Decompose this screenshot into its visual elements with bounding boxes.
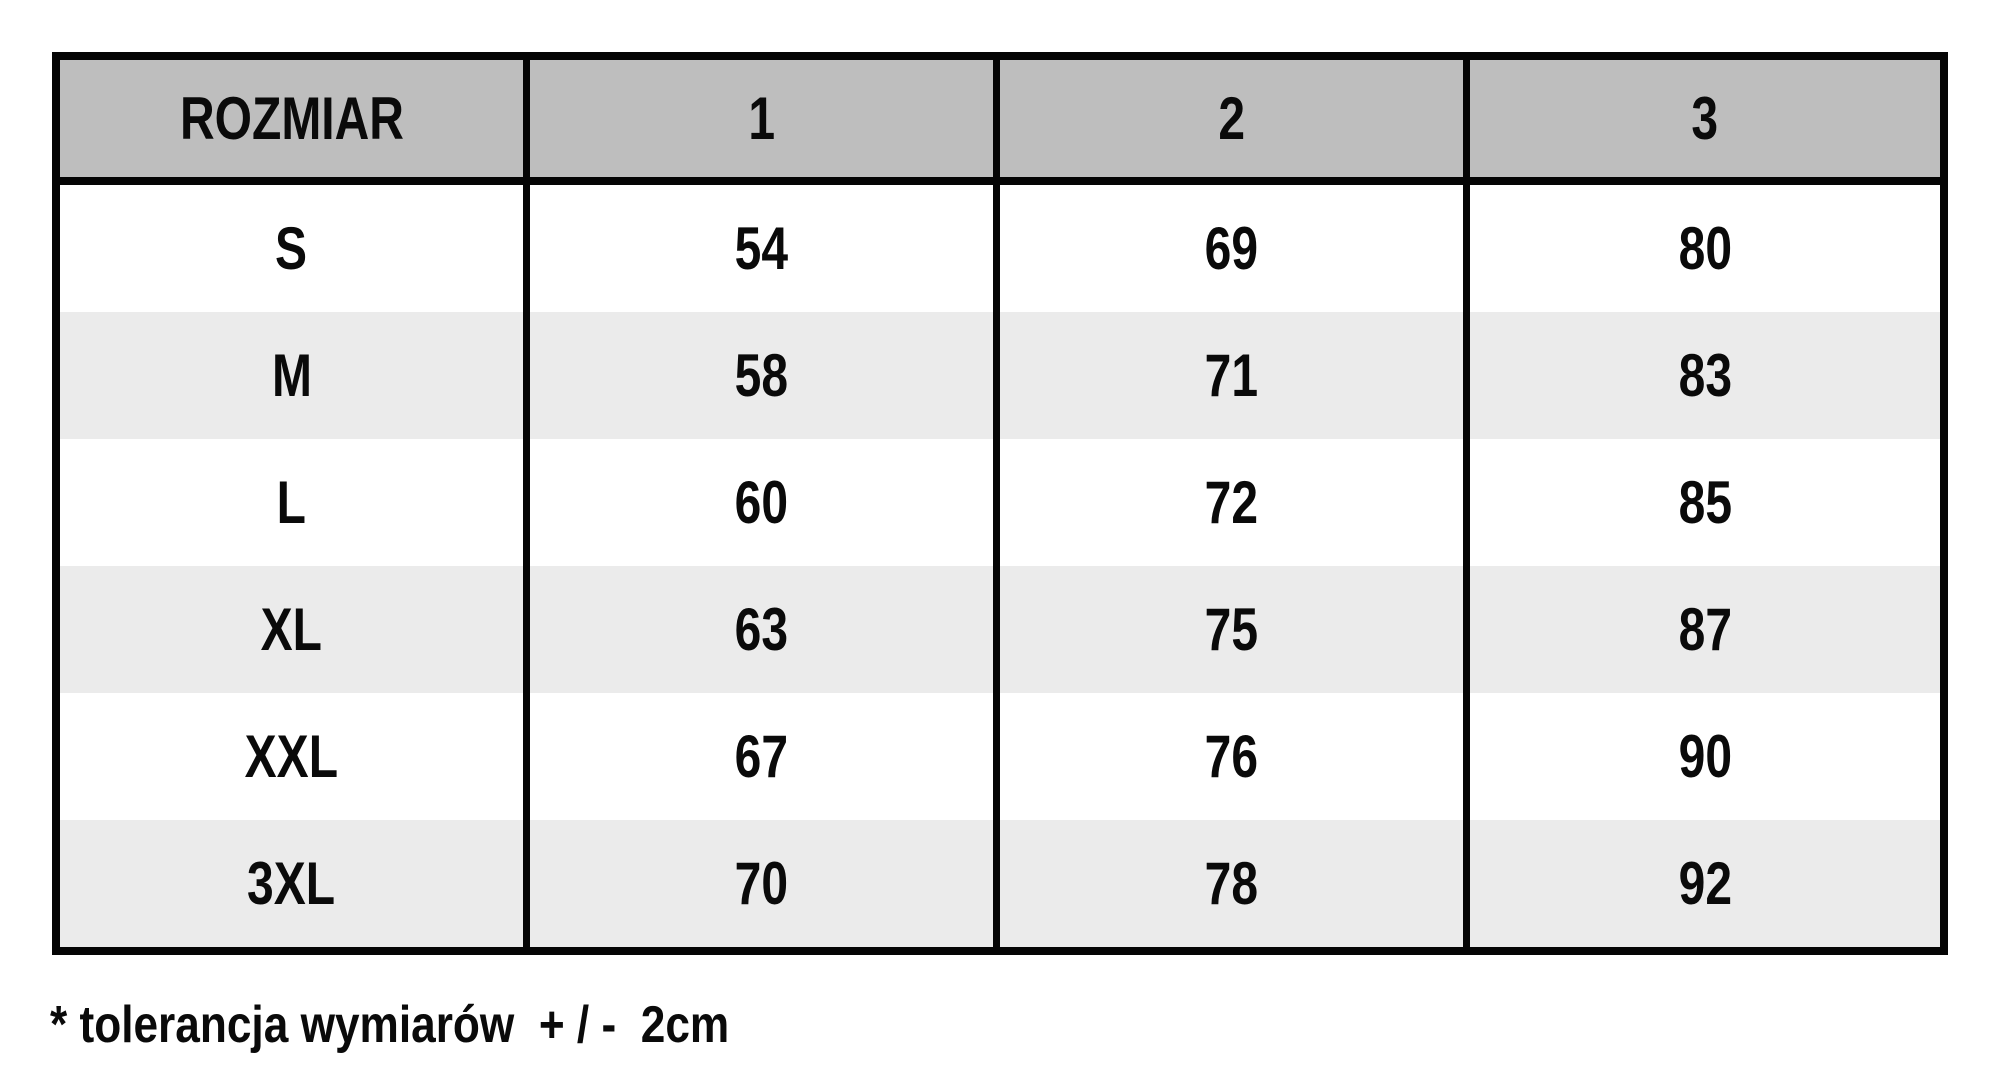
size-cell: M — [60, 312, 530, 439]
size-cell: XL — [60, 566, 530, 693]
table-row-3xl: 3XL 70 78 92 — [60, 820, 1940, 947]
size-label: L — [276, 469, 307, 536]
size-label: M — [271, 342, 312, 409]
measurement-value: 90 — [1678, 723, 1732, 790]
table-row-m: M 58 71 83 — [60, 312, 1940, 439]
table-header-row: ROZMIAR 1 2 3 — [60, 60, 1940, 185]
value-cell: 85 — [1470, 439, 1940, 566]
header-label-2: 2 — [1218, 85, 1245, 152]
size-chart-table: ROZMIAR 1 2 3 S 54 69 80 — [52, 52, 1948, 955]
size-label: XL — [260, 596, 323, 663]
measurement-value: 87 — [1678, 596, 1732, 663]
measurement-value: 83 — [1678, 342, 1732, 409]
value-cell: 58 — [530, 312, 1000, 439]
measurement-value: 54 — [734, 215, 789, 282]
measurement-value: 71 — [1204, 342, 1259, 409]
table-row-s: S 54 69 80 — [60, 185, 1940, 312]
header-cell-3: 3 — [1470, 60, 1940, 185]
value-cell: 83 — [1470, 312, 1940, 439]
measurement-value: 67 — [734, 723, 789, 790]
header-cell-rozmiar: ROZMIAR — [60, 60, 530, 185]
header-label-rozmiar: ROZMIAR — [179, 85, 404, 152]
measurement-value: 78 — [1204, 850, 1259, 917]
measurement-value: 92 — [1678, 850, 1732, 917]
measurement-value: 85 — [1678, 469, 1732, 536]
measurement-value: 60 — [734, 469, 789, 536]
size-label: S — [275, 215, 308, 282]
header-cell-2: 2 — [1000, 60, 1470, 185]
value-cell: 76 — [1000, 693, 1470, 820]
table-row-l: L 60 72 85 — [60, 439, 1940, 566]
measurement-value: 76 — [1204, 723, 1259, 790]
measurement-value: 72 — [1204, 469, 1259, 536]
table-row-xxl: XXL 67 76 90 — [60, 693, 1940, 820]
table-row-xl: XL 63 75 87 — [60, 566, 1940, 693]
value-cell: 69 — [1000, 185, 1470, 312]
tolerance-footnote-text: * tolerancja wymiarów + / - 2cm — [50, 996, 730, 1054]
measurement-value: 58 — [734, 342, 789, 409]
size-cell: XXL — [60, 693, 530, 820]
measurement-value: 70 — [734, 850, 789, 917]
measurement-value: 69 — [1204, 215, 1259, 282]
value-cell: 60 — [530, 439, 1000, 566]
header-cell-1: 1 — [530, 60, 1000, 185]
value-cell: 80 — [1470, 185, 1940, 312]
value-cell: 75 — [1000, 566, 1470, 693]
value-cell: 92 — [1470, 820, 1940, 947]
size-label: 3XL — [247, 850, 336, 917]
value-cell: 72 — [1000, 439, 1470, 566]
value-cell: 87 — [1470, 566, 1940, 693]
header-label-3: 3 — [1691, 85, 1719, 152]
value-cell: 70 — [530, 820, 1000, 947]
header-label-1: 1 — [748, 85, 775, 152]
value-cell: 71 — [1000, 312, 1470, 439]
tolerance-footnote: * tolerancja wymiarów + / - 2cm — [50, 995, 849, 1055]
value-cell: 78 — [1000, 820, 1470, 947]
size-cell: L — [60, 439, 530, 566]
size-label: XXL — [244, 723, 339, 790]
value-cell: 90 — [1470, 693, 1940, 820]
value-cell: 54 — [530, 185, 1000, 312]
value-cell: 63 — [530, 566, 1000, 693]
measurement-value: 80 — [1678, 215, 1732, 282]
size-cell: S — [60, 185, 530, 312]
size-cell: 3XL — [60, 820, 530, 947]
measurement-value: 75 — [1204, 596, 1259, 663]
measurement-value: 63 — [734, 596, 789, 663]
value-cell: 67 — [530, 693, 1000, 820]
